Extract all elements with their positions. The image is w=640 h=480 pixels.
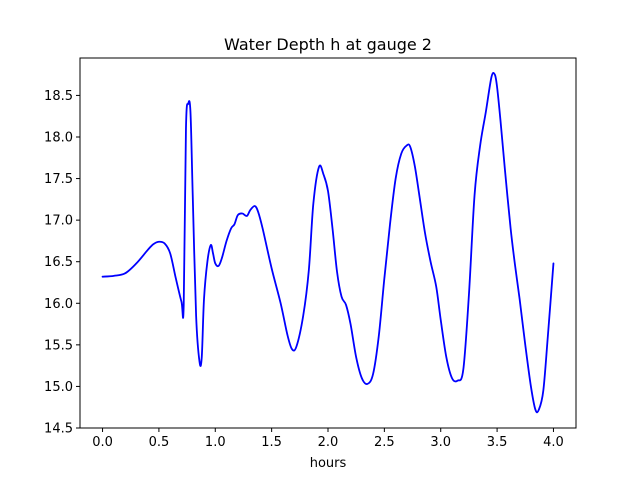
x-tick-label: 0.0 (92, 435, 113, 450)
chart-title: Water Depth h at gauge 2 (224, 35, 432, 54)
y-tick-label: 18.0 (44, 130, 73, 145)
y-tick-label: 16.0 (44, 297, 73, 312)
y-axis: 14.5 15.0 15.5 16.0 16.5 17.0 17.5 18.0 18.5 (44, 89, 80, 437)
x-axis: 0.0 0.5 1.0 1.5 2.0 2.5 3.0 3.5 4.0 (92, 428, 564, 450)
x-axis-label: hours (310, 456, 347, 471)
x-tick-label: 0.5 (149, 435, 170, 450)
x-tick-label: 2.0 (318, 435, 339, 450)
x-tick-label: 3.0 (430, 435, 451, 450)
series-line-0 (101, 72, 555, 414)
y-tick-label: 18.5 (44, 89, 73, 104)
y-tick-label: 16.5 (44, 255, 73, 270)
y-tick-label: 15.0 (44, 380, 73, 395)
y-tick-label: 17.5 (44, 172, 73, 187)
y-tick-label: 17.0 (44, 214, 73, 229)
x-tick-label: 1.0 (205, 435, 226, 450)
x-tick-label: 4.0 (543, 435, 564, 450)
y-tick-label: 14.5 (44, 422, 73, 437)
y-tick-label: 15.5 (44, 338, 73, 353)
plot-lines (101, 72, 555, 414)
x-tick-label: 1.5 (261, 435, 282, 450)
x-tick-label: 2.5 (374, 435, 395, 450)
x-tick-label: 3.5 (487, 435, 508, 450)
